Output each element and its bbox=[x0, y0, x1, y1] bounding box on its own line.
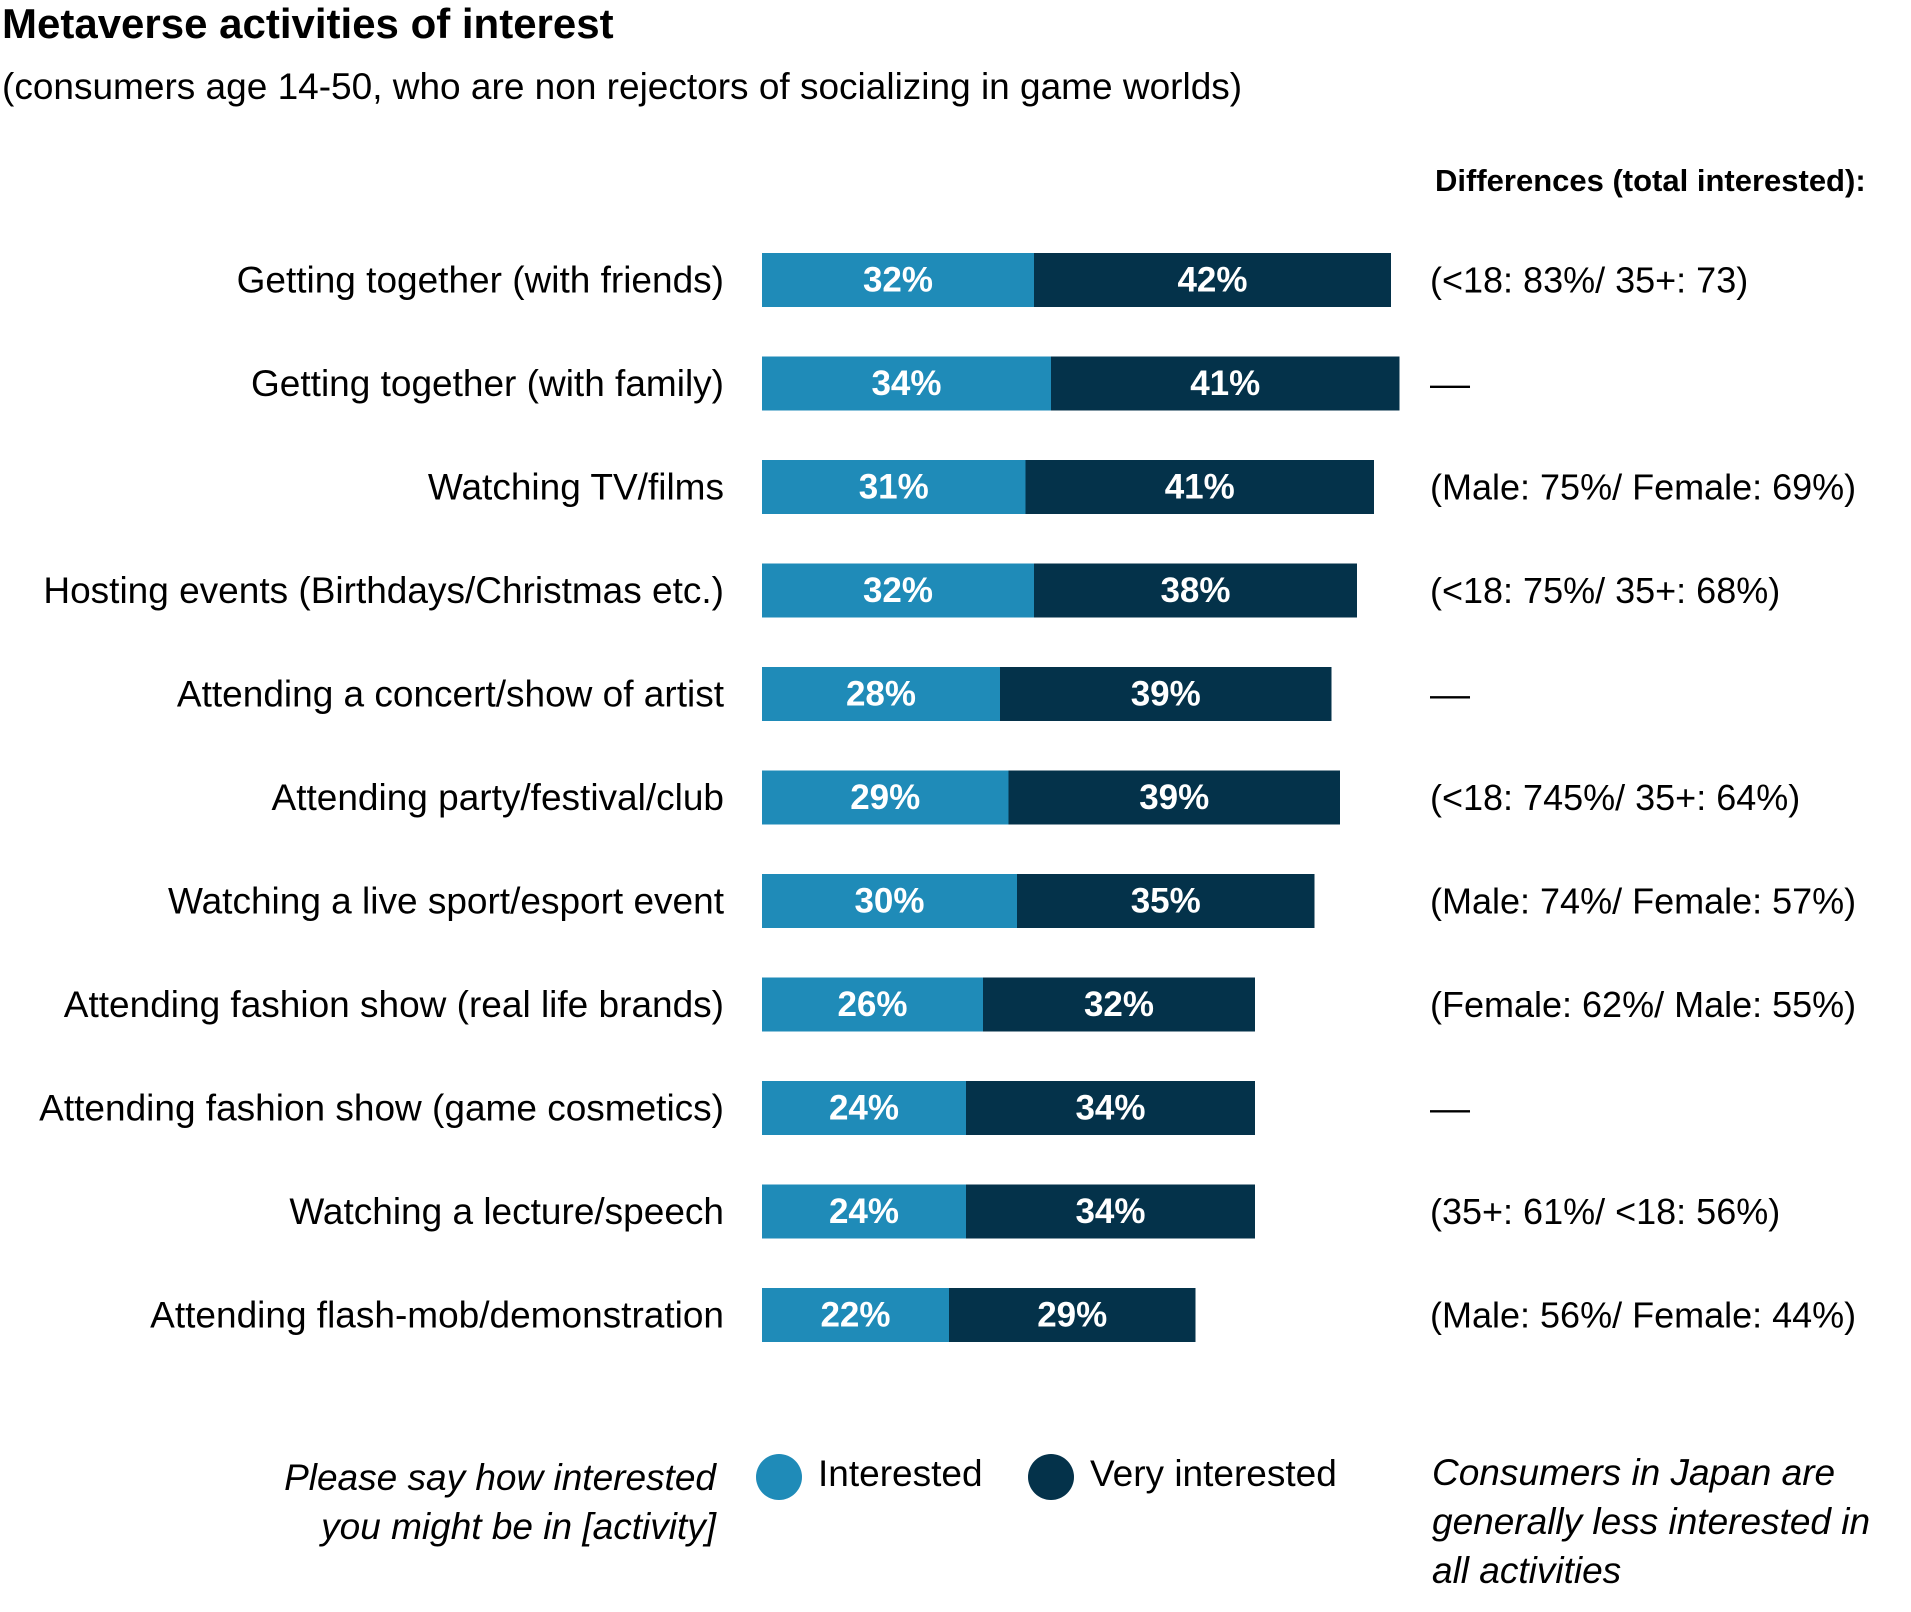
bar-interested bbox=[762, 1081, 966, 1135]
data-label-interested: 24% bbox=[829, 1192, 899, 1231]
bar-interested bbox=[762, 977, 983, 1032]
data-label-very-interested: 41% bbox=[1165, 468, 1235, 507]
data-label-interested: 28% bbox=[846, 675, 916, 714]
bar-interested bbox=[762, 1184, 966, 1239]
difference-label: –– bbox=[1430, 674, 1470, 715]
bar-interested bbox=[762, 563, 1034, 618]
category-label: Attending fashion show (real life brands… bbox=[64, 984, 724, 1025]
bar-interested bbox=[762, 770, 1009, 825]
chart-title: Metaverse activities of interest bbox=[2, 0, 614, 47]
data-label-interested: 30% bbox=[854, 882, 924, 921]
data-label-very-interested: 34% bbox=[1075, 1089, 1145, 1128]
chart-subtitle: (consumers age 14-50, who are non reject… bbox=[2, 66, 1243, 107]
bar-very-interested bbox=[983, 977, 1255, 1032]
difference-label: (<18: 745%/ 35+: 64%) bbox=[1430, 777, 1800, 818]
footnote: Consumers in Japan are generally less in… bbox=[1432, 1448, 1902, 1595]
bar-very-interested bbox=[966, 1081, 1255, 1135]
footnote-line-2: generally less interested in bbox=[1432, 1501, 1871, 1542]
data-label-interested: 22% bbox=[820, 1296, 890, 1335]
bar-very-interested bbox=[949, 1288, 1196, 1342]
data-label-very-interested: 41% bbox=[1190, 364, 1260, 403]
category-label: Hosting events (Birthdays/Christmas etc.… bbox=[43, 570, 724, 611]
legend-question-line-2: you might be in [activity] bbox=[321, 1506, 716, 1547]
difference-label: (35+: 61%/ <18: 56%) bbox=[1430, 1191, 1780, 1232]
difference-label: (Male: 75%/ Female: 69%) bbox=[1430, 467, 1856, 508]
difference-label: (Female: 62%/ Male: 55%) bbox=[1430, 984, 1856, 1025]
bar-interested bbox=[762, 356, 1051, 411]
bar-very-interested bbox=[1008, 770, 1340, 825]
difference-label: (Male: 56%/ Female: 44%) bbox=[1430, 1295, 1856, 1336]
bar-interested bbox=[762, 460, 1026, 514]
data-label-interested: 34% bbox=[871, 364, 941, 403]
bar-interested bbox=[762, 667, 1000, 721]
bar-very-interested bbox=[1034, 563, 1357, 618]
footnote-line-3: all activities bbox=[1432, 1550, 1622, 1591]
data-label-interested: 32% bbox=[863, 571, 933, 610]
data-label-interested: 24% bbox=[829, 1089, 899, 1128]
data-label-interested: 32% bbox=[863, 261, 933, 300]
legend-label-interested: Interested bbox=[818, 1453, 983, 1494]
data-label-very-interested: 29% bbox=[1037, 1296, 1107, 1335]
legend-question-line-1: Please say how interested bbox=[284, 1457, 716, 1498]
data-label-very-interested: 34% bbox=[1075, 1192, 1145, 1231]
data-label-very-interested: 39% bbox=[1139, 778, 1209, 817]
difference-label: (Male: 74%/ Female: 57%) bbox=[1430, 881, 1856, 922]
category-label: Attending flash-mob/demonstration bbox=[150, 1295, 724, 1336]
category-label: Getting together (with family) bbox=[251, 363, 724, 404]
data-label-very-interested: 38% bbox=[1160, 571, 1230, 610]
category-label: Attending a concert/show of artist bbox=[177, 674, 725, 715]
legend-question: Please say how interested you might be i… bbox=[240, 1453, 716, 1551]
data-label-very-interested: 39% bbox=[1131, 675, 1201, 714]
data-label-very-interested: 35% bbox=[1131, 882, 1201, 921]
category-label: Attending fashion show (game cosmetics) bbox=[39, 1088, 724, 1129]
legend-label-very-interested: Very interested bbox=[1090, 1453, 1337, 1494]
difference-label: (<18: 75%/ 35+: 68%) bbox=[1430, 570, 1780, 611]
bar-interested bbox=[762, 253, 1034, 307]
bar-very-interested bbox=[1000, 667, 1332, 721]
category-label: Watching TV/films bbox=[428, 467, 724, 508]
difference-label: –– bbox=[1430, 1088, 1470, 1129]
data-label-interested: 31% bbox=[859, 468, 929, 507]
bar-interested bbox=[762, 874, 1017, 928]
bar-very-interested bbox=[1034, 253, 1391, 307]
data-label-interested: 26% bbox=[837, 985, 907, 1024]
category-label: Getting together (with friends) bbox=[237, 260, 724, 301]
bar-very-interested bbox=[966, 1184, 1255, 1239]
bar-very-interested bbox=[1025, 460, 1374, 514]
data-label-very-interested: 42% bbox=[1177, 261, 1247, 300]
difference-label: (<18: 83%/ 35+: 73) bbox=[1430, 260, 1748, 301]
footnote-line-1: Consumers in Japan are bbox=[1432, 1452, 1836, 1493]
category-label: Watching a live sport/esport event bbox=[168, 881, 725, 922]
stacked-bar-chart: Getting together (with friends) 32% 42% (<1… bbox=[39, 253, 1856, 1342]
category-label: Watching a lecture/speech bbox=[289, 1191, 724, 1232]
bar-very-interested bbox=[1051, 356, 1400, 411]
bar-very-interested bbox=[1017, 874, 1315, 928]
bar-interested bbox=[762, 1288, 949, 1342]
difference-label: –– bbox=[1430, 363, 1470, 404]
category-label: Attending party/festival/club bbox=[272, 777, 724, 818]
data-label-very-interested: 32% bbox=[1084, 985, 1154, 1024]
legend-swatch-very-interested bbox=[1028, 1454, 1074, 1500]
differences-header: Differences (total interested): bbox=[1435, 163, 1866, 198]
data-label-interested: 29% bbox=[850, 778, 920, 817]
legend-swatch-interested bbox=[756, 1454, 802, 1500]
